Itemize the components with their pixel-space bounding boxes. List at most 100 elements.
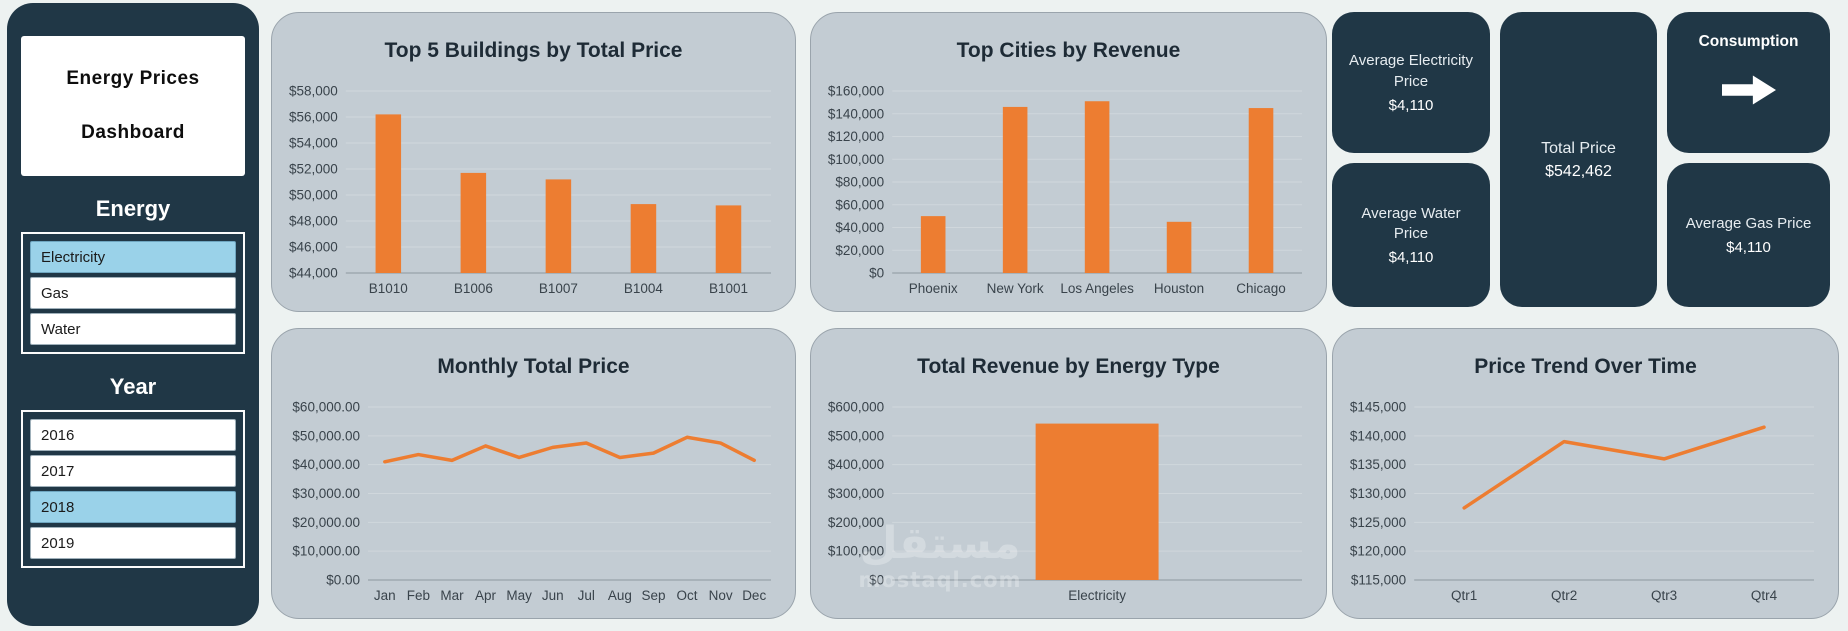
svg-text:May: May bbox=[506, 588, 532, 603]
top-buildings-bar-chart: $44,000 $46,000 $48,000 $50,000 $52,000 $54,0… bbox=[278, 81, 789, 303]
svg-text:$80,000: $80,000 bbox=[835, 175, 884, 190]
svg-text:Dec: Dec bbox=[742, 588, 766, 603]
svg-text:$60,000.00: $60,000.00 bbox=[292, 400, 360, 415]
chart-title-revenue-by-energy-type: Total Revenue by Energy Type bbox=[917, 355, 1220, 378]
kpi-consumption-label: Consumption bbox=[1698, 33, 1799, 50]
svg-text:$56,000: $56,000 bbox=[289, 110, 338, 125]
energy-option-water[interactable]: Water bbox=[30, 313, 236, 345]
svg-text:$100,000: $100,000 bbox=[828, 152, 884, 167]
energy-slicer: Electricity Gas Water bbox=[21, 232, 245, 354]
svg-text:B1004: B1004 bbox=[624, 281, 664, 296]
year-option-2018[interactable]: 2018 bbox=[30, 491, 236, 523]
panel-monthly-total-price: Monthly Total Price $0.00 $10,000.00 $20,0… bbox=[271, 328, 796, 619]
svg-text:B1001: B1001 bbox=[709, 281, 748, 296]
svg-text:B1006: B1006 bbox=[454, 281, 493, 296]
panel-top-buildings: Top 5 Buildings by Total Price $44,000 $4… bbox=[271, 12, 796, 312]
svg-text:Jan: Jan bbox=[374, 588, 396, 603]
svg-text:$300,000: $300,000 bbox=[828, 486, 884, 501]
svg-text:$135,000: $135,000 bbox=[1350, 457, 1406, 472]
panel-revenue-by-energy-type: Total Revenue by Energy Type $0 $100,000 $… bbox=[810, 328, 1327, 619]
svg-text:$125,000: $125,000 bbox=[1350, 515, 1406, 530]
kpi-average-water-label: Average Water Price bbox=[1361, 204, 1461, 242]
chart-title-price-trend: Price Trend Over Time bbox=[1474, 355, 1697, 378]
energy-slicer-header: Energy bbox=[95, 196, 171, 221]
svg-text:Sep: Sep bbox=[641, 588, 665, 603]
svg-text:Nov: Nov bbox=[709, 588, 733, 603]
svg-text:$60,000: $60,000 bbox=[835, 197, 884, 212]
svg-text:$120,000: $120,000 bbox=[1350, 544, 1406, 559]
monthly-total-price-line-chart: $0.00 $10,000.00 $20,000.00 $30,000.00 $40,0… bbox=[278, 397, 789, 610]
energy-option-gas[interactable]: Gas bbox=[30, 277, 236, 309]
kpi-average-gas-value: $4,110 bbox=[1726, 239, 1771, 257]
svg-text:Mar: Mar bbox=[440, 588, 464, 603]
kpi-average-electricity-label: Average Electricity Price bbox=[1349, 52, 1473, 90]
price-trend-line-chart: $115,000 $120,000 $125,000 $130,000 $135,000… bbox=[1339, 397, 1832, 610]
svg-text:$48,000: $48,000 bbox=[289, 214, 338, 229]
svg-text:Qtr2: Qtr2 bbox=[1551, 588, 1577, 603]
svg-text:$140,000: $140,000 bbox=[1350, 428, 1406, 443]
svg-text:New York: New York bbox=[987, 281, 1044, 296]
svg-text:$44,000: $44,000 bbox=[289, 266, 338, 281]
kpi-average-water-value: $4,110 bbox=[1388, 249, 1434, 267]
kpi-total-price-label: Total Price bbox=[1541, 139, 1616, 157]
svg-text:$52,000: $52,000 bbox=[289, 162, 338, 177]
svg-text:Feb: Feb bbox=[407, 588, 430, 603]
svg-text:$500,000: $500,000 bbox=[828, 428, 884, 443]
year-slicer-header: Year bbox=[109, 374, 157, 399]
svg-text:$58,000: $58,000 bbox=[289, 84, 338, 99]
svg-text:$130,000: $130,000 bbox=[1350, 486, 1406, 501]
dashboard-title-card: Energy Prices Dashboard bbox=[21, 36, 245, 176]
svg-text:Electricity: Electricity bbox=[1068, 588, 1126, 603]
svg-text:Qtr3: Qtr3 bbox=[1651, 588, 1677, 603]
svg-text:$140,000: $140,000 bbox=[828, 106, 884, 121]
year-option-2019[interactable]: 2019 bbox=[30, 527, 236, 559]
svg-text:Oct: Oct bbox=[677, 588, 698, 603]
year-slicer: 2016 2017 2018 2019 bbox=[21, 410, 245, 568]
kpi-total-price-value: $542,462 bbox=[1545, 163, 1612, 181]
dashboard-title-line1: Energy Prices bbox=[66, 68, 200, 89]
kpi-average-water-price: Average Water Price $4,110 bbox=[1332, 163, 1490, 307]
svg-text:$600,000: $600,000 bbox=[828, 400, 884, 415]
kpi-total-price: Total Price $542,462 bbox=[1500, 12, 1657, 307]
svg-text:$115,000: $115,000 bbox=[1351, 573, 1406, 588]
svg-text:$100,000: $100,000 bbox=[828, 544, 884, 559]
chart-title-top-cities: Top Cities by Revenue bbox=[956, 39, 1181, 62]
svg-text:$20,000: $20,000 bbox=[835, 243, 884, 258]
kpi-average-gas-price: Average Gas Price $4,110 bbox=[1667, 163, 1830, 307]
year-option-2016[interactable]: 2016 bbox=[30, 419, 236, 451]
panel-top-cities: Top Cities by Revenue $0 $20,000 $40,000 $6… bbox=[810, 12, 1327, 312]
kpi-consumption-button[interactable]: Consumption bbox=[1667, 12, 1830, 153]
year-option-2017[interactable]: 2017 bbox=[30, 455, 236, 487]
kpi-average-electricity-value: $4,110 bbox=[1388, 96, 1434, 114]
svg-text:$120,000: $120,000 bbox=[828, 129, 884, 144]
svg-text:$0: $0 bbox=[869, 573, 884, 588]
svg-text:$10,000.00: $10,000.00 bbox=[292, 544, 360, 559]
svg-text:Jul: Jul bbox=[578, 588, 595, 603]
svg-text:Apr: Apr bbox=[475, 588, 497, 603]
svg-text:$54,000: $54,000 bbox=[289, 136, 338, 151]
sidebar: Energy Prices Dashboard Energy Electrici… bbox=[7, 3, 259, 626]
svg-text:$160,000: $160,000 bbox=[828, 84, 884, 99]
svg-text:B1007: B1007 bbox=[539, 281, 578, 296]
kpi-average-electricity-price: Average Electricity Price $4,110 bbox=[1332, 12, 1490, 153]
svg-text:$200,000: $200,000 bbox=[828, 515, 884, 530]
revenue-by-energy-type-bar-chart: $0 $100,000 $200,000 $300,000 $400,000 $500,0… bbox=[817, 397, 1320, 610]
svg-text:$145,000: $145,000 bbox=[1350, 400, 1406, 415]
svg-text:Jun: Jun bbox=[542, 588, 564, 603]
panel-price-trend: Price Trend Over Time $115,000 $120,000 $1… bbox=[1332, 328, 1839, 619]
chart-title-top-buildings: Top 5 Buildings by Total Price bbox=[384, 39, 683, 62]
dashboard-title-line2: Dashboard bbox=[81, 122, 185, 143]
kpi-average-gas-label: Average Gas Price bbox=[1685, 214, 1812, 232]
svg-text:Qtr4: Qtr4 bbox=[1751, 588, 1778, 603]
svg-text:Houston: Houston bbox=[1154, 281, 1204, 296]
svg-text:$0.00: $0.00 bbox=[326, 573, 360, 588]
svg-text:Chicago: Chicago bbox=[1236, 281, 1286, 296]
top-cities-bar-chart: $0 $20,000 $40,000 $60,000 $80,000 $100,000 $1… bbox=[817, 81, 1320, 303]
svg-text:$400,000: $400,000 bbox=[828, 457, 884, 472]
energy-option-electricity[interactable]: Electricity bbox=[30, 241, 236, 273]
svg-text:$40,000: $40,000 bbox=[835, 220, 884, 235]
right-arrow-icon[interactable] bbox=[1721, 75, 1776, 110]
svg-text:B1010: B1010 bbox=[369, 281, 408, 296]
svg-text:$50,000: $50,000 bbox=[289, 188, 338, 203]
